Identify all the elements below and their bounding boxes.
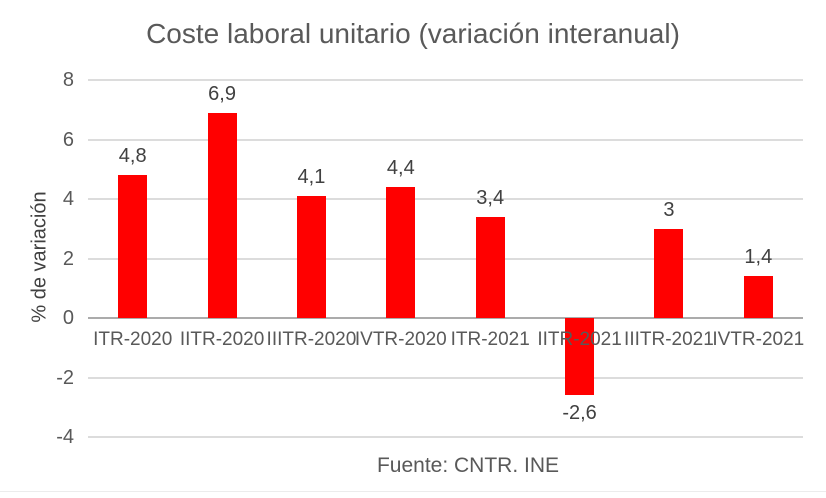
bar-value-label: 4,1 [297,166,326,189]
bar-value-label: 3 [663,198,675,221]
bar-IVTR-2021 [743,276,773,318]
y-tick-label: -2 [56,366,74,389]
category-label: IITR-2021 [537,329,622,350]
bar-value-label: 1,4 [744,246,773,269]
category-label: IIITR-2021 [624,329,714,350]
chart-title: Coste laboral unitario (variación intera… [146,18,680,49]
category-label: IIITR-2020 [266,329,357,350]
y-tick-label: 0 [62,307,74,329]
gridline [88,79,803,81]
bar-IITR-2020 [207,112,237,318]
gridline [88,198,803,200]
x-axis-title: Fuente: CNTR. INE [376,454,560,477]
category-label: IVTR-2020 [354,329,447,350]
bar-value-label: -2,6 [562,402,597,425]
gridline [88,376,803,379]
bar-ITR-2020 [118,175,148,318]
category-label: ITR-2021 [450,329,530,350]
y-tick-label: 6 [62,128,74,151]
bar-value-label: 4,8 [118,145,147,168]
gridline [88,138,803,141]
y-tick-label: 2 [62,247,74,270]
window-bottom-border [0,491,826,492]
bar-value-label: 4,4 [386,157,415,180]
bar-value-label: 3,4 [476,186,505,209]
y-tick-label: 8 [62,69,74,91]
bar-IVTR-2020 [386,187,416,318]
bar-ITR-2021 [475,216,505,318]
category-label: ITR-2020 [93,329,173,350]
gridline [88,436,803,438]
bar-IIITR-2021 [654,228,684,318]
bar-IIITR-2020 [296,196,326,318]
x-axis-line [88,317,803,319]
bar-value-label: 6,9 [208,82,236,105]
bar-IITR-2021 [565,318,595,396]
category-label: IITR-2020 [179,329,265,350]
gridline [88,257,803,260]
category-label: IVTR-2021 [712,329,805,350]
y-tick-label: -4 [56,426,74,448]
y-tick-label: 4 [62,188,74,210]
